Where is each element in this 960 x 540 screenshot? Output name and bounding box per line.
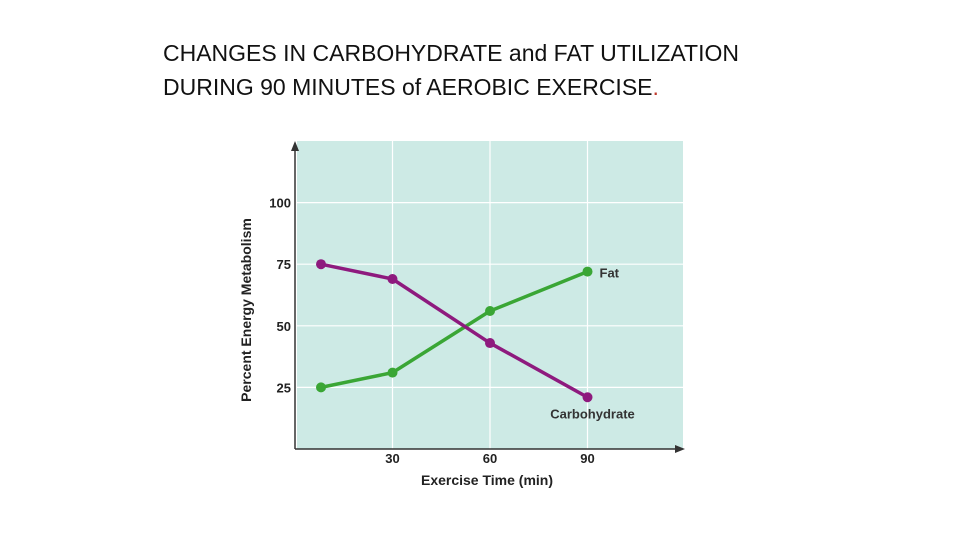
carbohydrate-point [485, 338, 495, 349]
carbohydrate-point [316, 259, 326, 270]
axes [291, 141, 685, 453]
fat-point [316, 382, 326, 393]
y-tick-label: 75 [277, 257, 291, 272]
x-axis-arrow [675, 445, 685, 453]
fat-point [582, 266, 593, 277]
fat-line [320, 269, 589, 390]
y-tick-label: 50 [277, 319, 291, 334]
x-tick-label: 60 [483, 451, 497, 466]
y-axis-arrow [291, 141, 299, 151]
fat-series-label: Fat [600, 266, 620, 281]
carbohydrate-point [582, 392, 593, 403]
y-tick-label: 25 [277, 380, 291, 395]
slide-title-dot: . [652, 74, 659, 100]
gridlines [297, 141, 683, 449]
slide-title: CHANGES IN CARBOHYDRATE and FAT UTILIZAT… [163, 36, 863, 104]
slide-title-line-2: DURING 90 MINUTES of AEROBIC EXERCISE. [163, 70, 863, 104]
slide-title-line-2-text: DURING 90 MINUTES of AEROBIC EXERCISE [163, 74, 653, 100]
x-tick-labels: 30 60 90 [385, 451, 594, 466]
carbohydrate-line [320, 262, 589, 399]
fat-point [387, 367, 398, 378]
slide-title-line-1: CHANGES IN CARBOHYDRATE and FAT UTILIZAT… [163, 40, 739, 66]
y-tick-label: 100 [269, 196, 291, 211]
y-axis-title: Percent Energy Metabolism [238, 218, 254, 402]
x-axis-title: Exercise Time (min) [421, 472, 553, 488]
series-group: Fat Carbohydrate [316, 259, 635, 421]
carbohydrate-series-label: Carbohydrate [550, 406, 635, 421]
fat-point [485, 306, 495, 317]
carbohydrate-point [387, 273, 398, 284]
y-tick-labels: 25 50 75 100 [269, 196, 291, 396]
x-tick-label: 90 [580, 451, 594, 466]
x-tick-label: 30 [385, 451, 399, 466]
